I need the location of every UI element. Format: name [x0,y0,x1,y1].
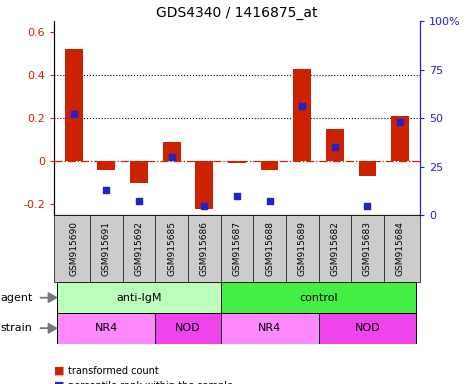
Point [331,144,339,150]
Text: NR4: NR4 [258,323,281,333]
Text: NOD: NOD [175,323,201,333]
Bar [260,161,279,170]
Text: GSM915687: GSM915687 [232,221,242,276]
Point [266,199,273,205]
Bar [130,161,148,183]
Text: NOD: NOD [355,323,380,333]
Text: GSM915682: GSM915682 [330,221,340,276]
Text: agent: agent [0,293,33,303]
Bar [65,49,83,161]
Bar [220,282,416,313]
Text: GSM915686: GSM915686 [200,221,209,276]
Point [168,154,175,160]
Point [364,203,371,209]
Bar [220,313,318,344]
Bar [155,313,220,344]
Text: control: control [299,293,338,303]
Bar [195,161,213,209]
Bar [326,129,344,161]
Text: transformed count: transformed count [68,366,159,376]
Bar [318,313,416,344]
Text: NR4: NR4 [95,323,118,333]
Text: GSM915685: GSM915685 [167,221,176,276]
Text: percentile rank within the sample: percentile rank within the sample [68,381,233,384]
Bar [293,68,311,161]
Bar [97,161,115,170]
Point [200,203,208,209]
Title: GDS4340 / 1416875_at: GDS4340 / 1416875_at [156,6,318,20]
Point [135,199,143,205]
Text: ■: ■ [54,366,64,376]
Text: anti-IgM: anti-IgM [116,293,162,303]
Text: GSM915683: GSM915683 [363,221,372,276]
Bar [391,116,409,161]
Point [70,111,77,117]
Text: strain: strain [0,323,32,333]
Bar [163,142,181,161]
Text: GSM915691: GSM915691 [102,221,111,276]
Text: GSM915689: GSM915689 [298,221,307,276]
Text: GSM915684: GSM915684 [396,221,405,276]
Point [396,119,404,125]
Bar [57,282,220,313]
Bar [57,313,155,344]
Point [298,103,306,109]
Bar [228,161,246,163]
Text: ■: ■ [54,381,64,384]
Text: GSM915692: GSM915692 [134,221,144,276]
Bar [358,161,377,176]
Point [102,187,110,193]
Point [233,193,241,199]
Text: GSM915690: GSM915690 [69,221,78,276]
Text: GSM915688: GSM915688 [265,221,274,276]
